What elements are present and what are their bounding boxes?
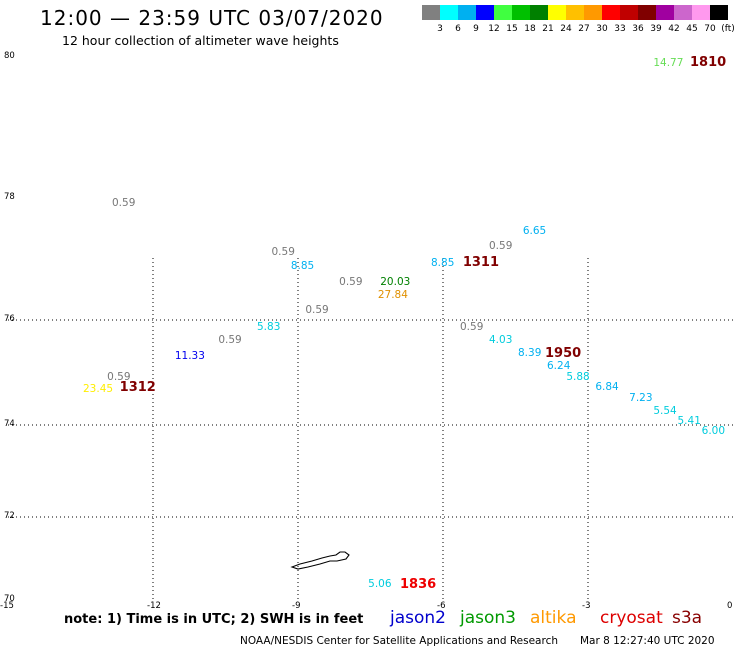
lon-tick-label: -3 (582, 601, 591, 611)
legend-label: (ft) (721, 24, 735, 34)
wave-height-label: 5.54 (653, 404, 677, 417)
lat-tick-label: 70 (4, 594, 15, 604)
lon-tick-label: -6 (437, 601, 446, 611)
satellite-s3a: s3a (672, 608, 703, 628)
legend-swatch (566, 5, 584, 20)
satellite-altika: altika (530, 608, 577, 628)
wave-height-label: 20.03 (380, 276, 411, 289)
pass-time-label: 1810 (690, 54, 727, 70)
legend-label: 3 (437, 24, 443, 34)
legend-swatch (422, 5, 440, 20)
wave-height-label: 0.59 (112, 197, 136, 210)
jan-mayen-island (290, 551, 350, 570)
wave-height-label: 6.84 (595, 381, 619, 394)
lat-tick-label: 76 (4, 314, 15, 324)
legend-swatch (476, 5, 494, 20)
wave-height-label: 8.39 (518, 347, 542, 360)
lat-tick-label: 74 (4, 419, 15, 429)
satellite-jason2: jason2 (390, 608, 446, 628)
wave-height-label: 4.03 (489, 334, 513, 346)
lon-tick-label: -12 (147, 601, 161, 611)
lon-tick-label: -15 (0, 601, 14, 611)
legend-label: 70 (704, 24, 716, 34)
legend-swatch (440, 5, 458, 20)
wave-height-label: 8.85 (290, 259, 315, 272)
wave-height-label: 5.06 (368, 578, 392, 591)
legend-swatch (638, 5, 656, 20)
creation-date: Mar 8 12:27:40 UTC 2020 (580, 635, 715, 647)
legend-label: 30 (596, 24, 608, 34)
wave-height-label: 0.59 (339, 276, 363, 289)
legend-label: 9 (473, 24, 479, 34)
satellite-jason3: jason3 (460, 608, 516, 628)
wave-height-label: 27.84 (377, 288, 408, 301)
legend-swatch (530, 5, 548, 20)
legend-swatch (602, 5, 620, 20)
wave-height-label: 23.45 (83, 382, 114, 395)
wave-height-label: 0.59 (460, 320, 484, 333)
legend-swatch (692, 5, 710, 20)
legend-label: 39 (650, 24, 662, 34)
graticule (8, 258, 734, 600)
legend-swatch (494, 5, 512, 20)
legend-swatch (584, 5, 602, 20)
legend-swatch (710, 5, 728, 20)
wave-height-label: 8.85 (431, 257, 455, 270)
legend-label: 15 (506, 24, 518, 34)
pass-time-label: 1836 (400, 577, 437, 593)
wave-height-label: 0.59 (305, 303, 329, 316)
pass-time-label: 1311 (462, 255, 500, 271)
map-subtitle: 12 hour collection of altimeter wave hei… (62, 33, 339, 48)
wave-height-label: 5.83 (257, 320, 281, 333)
legend-swatch (512, 5, 530, 20)
legend-swatch (458, 5, 476, 20)
wave-height-label: 0.59 (271, 245, 295, 258)
legend-label: 21 (542, 24, 554, 34)
wave-height-label: 6.24 (547, 360, 571, 373)
legend-label: 36 (632, 24, 644, 34)
legend-swatch (656, 5, 674, 20)
legend-label: 6 (455, 24, 461, 34)
lon-tick-label: 0 (727, 601, 733, 611)
wave-height-label: 6.00 (701, 424, 726, 437)
legend-swatch (548, 5, 566, 20)
legend-label: 24 (560, 24, 572, 34)
wave-height-label: 14.77 (653, 57, 684, 70)
wave-height-label: 5.41 (677, 415, 701, 428)
wave-height-label: 6.65 (522, 224, 547, 237)
legend-label: 27 (578, 24, 590, 34)
legend-label: 33 (614, 24, 626, 34)
credit-text: NOAA/NESDIS Center for Satellite Applica… (240, 635, 558, 647)
lat-tick-label: 78 (4, 192, 15, 202)
legend-label: 18 (524, 24, 536, 34)
pass-time-label: 1950 (545, 346, 582, 362)
wave-height-label: 0.59 (218, 334, 242, 346)
lat-tick-label: 72 (4, 511, 15, 521)
lon-tick-label: -9 (292, 601, 301, 611)
wave-height-label: 0.59 (489, 239, 513, 252)
legend-swatch (620, 5, 638, 20)
wave-height-label: 0.59 (107, 370, 131, 383)
note-text: note: 1) Time is in UTC; 2) SWH is in fe… (64, 612, 364, 627)
wave-height-label: 5.88 (566, 370, 590, 383)
legend-swatch (674, 5, 692, 20)
wave-height-label: 7.23 (629, 391, 653, 404)
wave-height-label: 11.33 (174, 349, 205, 362)
legend-label: 45 (686, 24, 698, 34)
legend-label: 42 (668, 24, 680, 34)
legend-label: 12 (488, 24, 500, 34)
lat-tick-label: 80 (4, 51, 15, 61)
map-title: 12:00 — 23:59 UTC 03/07/2020 (40, 6, 384, 30)
pass-time-label: 1312 (119, 380, 156, 396)
satellite-cryosat: cryosat (600, 608, 663, 628)
